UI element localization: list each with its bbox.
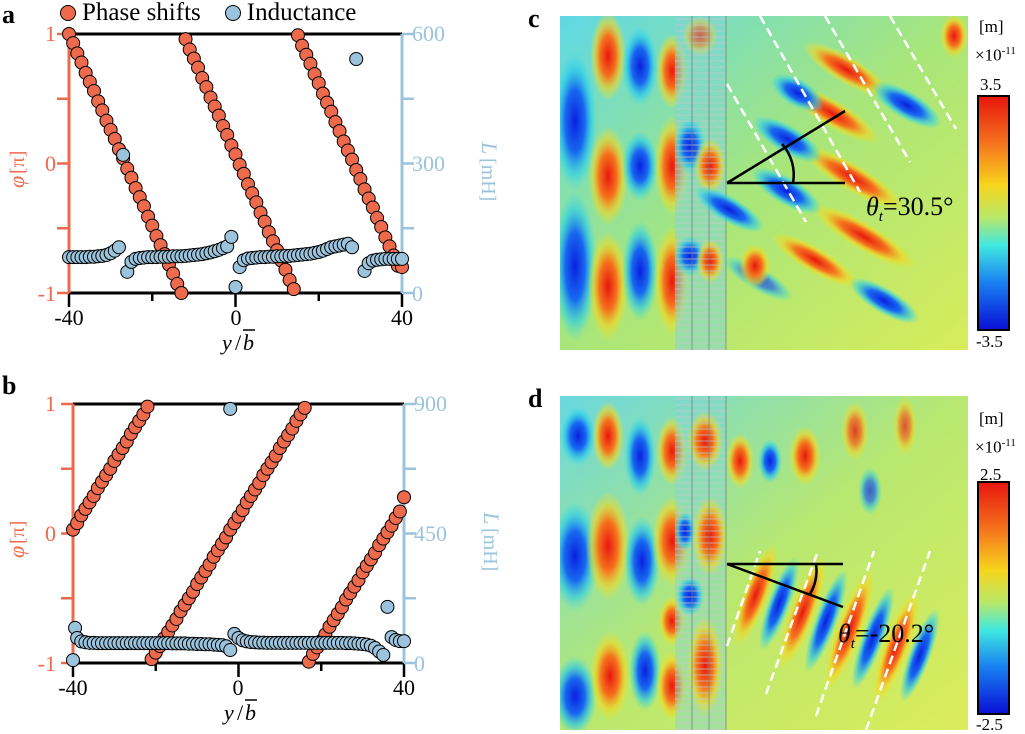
theta-annotation-c: θt=30.5° [866, 192, 954, 226]
y-tick-0: 0 [45, 521, 56, 546]
colorbar-c-unit: [m] [979, 17, 1004, 36]
chart-legend: Phase shifts Inductance [60, 0, 370, 26]
x-tick-40: 40 [391, 305, 413, 330]
heatmap-c [560, 16, 968, 350]
angle-indicator [726, 109, 846, 185]
colorbar-d-min: -2.5 [976, 715, 1003, 734]
phase-marker-icon [60, 5, 76, 21]
colorbar-c [977, 95, 1010, 331]
y-axis-label: φ [π] [4, 151, 29, 188]
inductance-point [66, 653, 80, 668]
phase-point [286, 282, 301, 297]
inductance-point [397, 634, 411, 649]
inductance-marker-icon [224, 5, 241, 21]
angle-indicator [726, 562, 844, 609]
y2-tick-0: 0 [412, 281, 423, 306]
inductance-point [111, 240, 126, 255]
y-tick-minus1: -1 [38, 651, 56, 676]
svg-text:φ: φ [4, 546, 29, 558]
inductance-point [376, 647, 391, 662]
panel-letter-c: c [528, 4, 540, 33]
x-axis-label: y / b [222, 699, 257, 725]
svg-text:L: L [479, 511, 504, 524]
chart-b-phase-inductance: 1 0 -1 900 450 0 -40 0 40 y / b φ [π] L … [4, 391, 504, 725]
legend-item-phase: Phase shifts [60, 0, 201, 26]
plot-group [57, 27, 414, 307]
y2-tick-900: 900 [414, 391, 447, 416]
y2-tick-300: 300 [412, 151, 445, 176]
colorbar-c-min: -3.5 [976, 332, 1003, 351]
svg-text:y: y [220, 330, 232, 355]
svg-text:[π]: [π] [7, 151, 29, 174]
phase-point [297, 400, 312, 415]
y2-tick-0: 0 [414, 651, 425, 676]
wavefront-guides [725, 550, 932, 730]
legend-inductance-label: Inductance [246, 0, 357, 26]
svg-text:b: b [245, 700, 256, 725]
inductance-point [228, 279, 243, 294]
y2-tick-600: 600 [412, 21, 445, 46]
x-axis-label: y / b [220, 329, 255, 355]
svg-text:φ: φ [4, 176, 29, 188]
colorbar-d-max: 2.5 [980, 465, 1002, 484]
y-axis-label: φ [π] [4, 521, 29, 558]
phase-point [140, 399, 155, 414]
y2-tick-450: 450 [414, 521, 447, 546]
svg-text:/: / [235, 330, 242, 355]
y2-axis-label: L [mH] [477, 141, 502, 201]
colorbar-d-scale: ×10-11 [975, 437, 1016, 457]
inductance-point [223, 643, 238, 658]
y-tick-1: 1 [45, 21, 56, 46]
phase-point [174, 286, 189, 300]
inductance-point [345, 240, 360, 255]
colorbar-d [977, 481, 1010, 715]
x-tick-40: 40 [393, 675, 415, 700]
y-tick-1: 1 [45, 391, 56, 416]
inductance-point [116, 147, 131, 162]
theta-annotation-d: θt=-20.2° [838, 619, 935, 653]
x-tick-minus40: -40 [58, 675, 87, 700]
x-tick-0: 0 [231, 305, 242, 330]
legend-item-inductance: Inductance [224, 0, 357, 26]
panel-letter-a: a [2, 0, 15, 29]
svg-text:/: / [237, 700, 244, 725]
inductance-point [395, 251, 409, 266]
colorbar-c-max: 3.5 [980, 75, 1002, 94]
y-tick-0: 0 [45, 151, 56, 176]
plot-group [61, 399, 416, 677]
y2-axis-label: L [mH] [479, 511, 504, 571]
svg-text:y: y [222, 700, 234, 725]
heatmap-d [560, 396, 968, 730]
phase-point [397, 490, 411, 505]
svg-text:[π]: [π] [7, 521, 29, 544]
wavefront-guides [725, 16, 958, 223]
inductance-point [224, 229, 239, 244]
x-tick-minus40: -40 [54, 305, 83, 330]
x-tick-0: 0 [233, 675, 244, 700]
svg-text:L: L [477, 141, 502, 154]
inductance-point [349, 52, 364, 67]
y-tick-minus1: -1 [38, 281, 56, 306]
colorbar-c-scale: ×10-11 [975, 45, 1016, 65]
svg-text:[mH]: [mH] [477, 158, 499, 201]
panel-letter-d: d [528, 384, 543, 413]
phase-point [392, 504, 407, 519]
inductance-point [223, 401, 238, 416]
inductance-point [380, 599, 395, 614]
chart-a-phase-inductance: 1 0 -1 600 300 0 -40 0 40 y / b φ [π] L … [4, 21, 502, 355]
svg-text:b: b [243, 330, 254, 355]
svg-text:[mH]: [mH] [479, 528, 501, 571]
panel-letter-b: b [2, 371, 17, 400]
colorbar-d-unit: [m] [979, 409, 1004, 428]
legend-phase-label: Phase shifts [82, 0, 201, 26]
